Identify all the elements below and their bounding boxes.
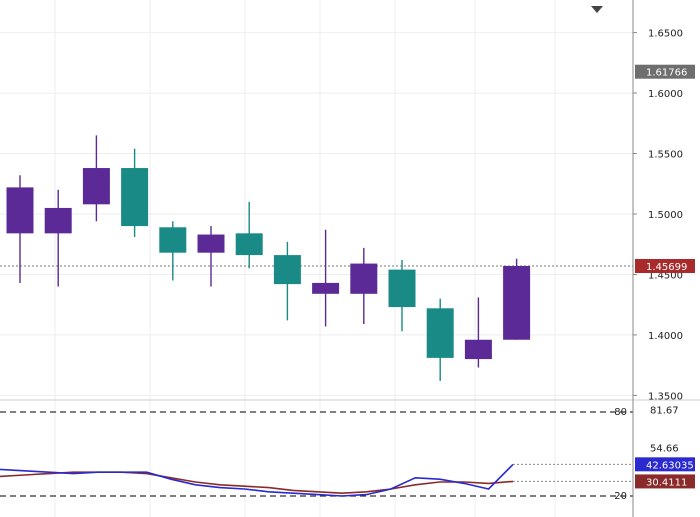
price-tick-label: 1.6500	[648, 29, 683, 40]
candle-body[interactable]	[159, 227, 187, 253]
candle-body[interactable]	[312, 282, 340, 294]
candle-body[interactable]	[426, 308, 454, 358]
oscillator-level-label: 20	[614, 491, 627, 502]
candle-body[interactable]	[235, 233, 263, 256]
candle-body[interactable]	[121, 168, 149, 227]
candle[interactable]	[350, 247, 378, 325]
d-value-tag-bg	[635, 474, 695, 489]
chart-grid	[0, 0, 633, 517]
current-price-tag-bg	[635, 258, 695, 273]
oscillator-level-label: 80	[614, 407, 627, 418]
candle[interactable]	[388, 259, 416, 332]
oscillator-axis-label: 81.67	[650, 406, 679, 417]
candle[interactable]	[121, 148, 149, 237]
candle[interactable]	[503, 258, 531, 340]
price-pane	[0, 135, 633, 381]
last-price-tag: 1.61766	[646, 68, 687, 79]
candle[interactable]	[6, 175, 34, 283]
candle[interactable]	[159, 221, 187, 281]
candle[interactable]	[312, 229, 340, 327]
candle-body[interactable]	[82, 168, 110, 205]
last-price-tag-bg	[635, 64, 695, 79]
candle[interactable]	[273, 241, 301, 321]
candle-body[interactable]	[197, 234, 225, 253]
price-tick-label: 1.5000	[648, 210, 683, 221]
price-tick-label: 1.3500	[648, 391, 683, 402]
candle[interactable]	[426, 298, 454, 381]
price-tick-label: 1.5500	[648, 150, 683, 161]
candle[interactable]	[82, 135, 110, 222]
candle[interactable]	[235, 201, 263, 269]
price-tick-label: 1.4000	[648, 331, 683, 342]
price-axis: 1.6500 1.6000 1.5500 1.5000 1.4500 1.4000 1.35…	[591, 0, 695, 517]
k-value-tag-bg	[635, 457, 695, 472]
candle-body[interactable]	[44, 207, 72, 234]
candle-body[interactable]	[6, 187, 34, 234]
price-tick-label: 1.6000	[648, 89, 683, 100]
d-value-tag: 30.4111	[646, 477, 687, 488]
candle-body[interactable]	[464, 339, 492, 360]
oscillator-axis-label: 54.66	[650, 443, 679, 454]
current-price-tag: 1.45699	[646, 262, 687, 273]
oscillator-pane: 80 20 81.67 54.66 42.63035 30.4111	[0, 399, 700, 502]
candle-body[interactable]	[350, 263, 378, 294]
candle[interactable]	[44, 189, 72, 287]
stochastic-k-line	[0, 463, 514, 497]
k-value-tag: 42.63035	[646, 460, 694, 471]
candle-body[interactable]	[503, 265, 531, 340]
price-tick-label: 1.4500	[648, 270, 683, 281]
candle-body[interactable]	[273, 255, 301, 285]
candle-body[interactable]	[388, 269, 416, 308]
candle[interactable]	[197, 226, 225, 287]
chart-menu-chevron-icon[interactable]	[591, 6, 603, 13]
candle[interactable]	[464, 297, 492, 368]
